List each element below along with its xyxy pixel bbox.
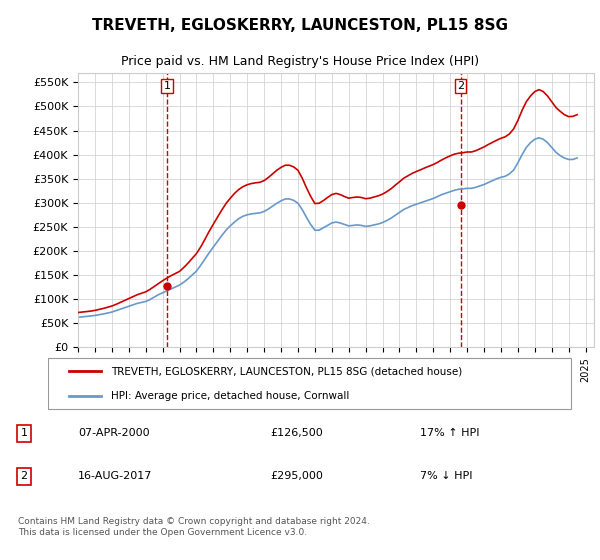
Text: HPI: Average price, detached house, Cornwall: HPI: Average price, detached house, Corn… [112, 391, 350, 401]
Text: 1: 1 [164, 81, 170, 91]
Text: 7% ↓ HPI: 7% ↓ HPI [420, 472, 473, 481]
Text: TREVETH, EGLOSKERRY, LAUNCESTON, PL15 8SG (detached house): TREVETH, EGLOSKERRY, LAUNCESTON, PL15 8S… [112, 366, 463, 376]
Text: £295,000: £295,000 [270, 472, 323, 481]
Text: 1: 1 [20, 428, 28, 438]
Text: 07-APR-2000: 07-APR-2000 [78, 428, 149, 438]
Text: Contains HM Land Registry data © Crown copyright and database right 2024.
This d: Contains HM Land Registry data © Crown c… [18, 517, 370, 536]
Text: 2: 2 [457, 81, 464, 91]
FancyBboxPatch shape [48, 358, 571, 409]
Text: 17% ↑ HPI: 17% ↑ HPI [420, 428, 479, 438]
Text: 16-AUG-2017: 16-AUG-2017 [78, 472, 152, 481]
Text: Price paid vs. HM Land Registry's House Price Index (HPI): Price paid vs. HM Land Registry's House … [121, 55, 479, 68]
Text: TREVETH, EGLOSKERRY, LAUNCESTON, PL15 8SG: TREVETH, EGLOSKERRY, LAUNCESTON, PL15 8S… [92, 18, 508, 33]
Text: 2: 2 [20, 472, 28, 481]
Text: £126,500: £126,500 [270, 428, 323, 438]
